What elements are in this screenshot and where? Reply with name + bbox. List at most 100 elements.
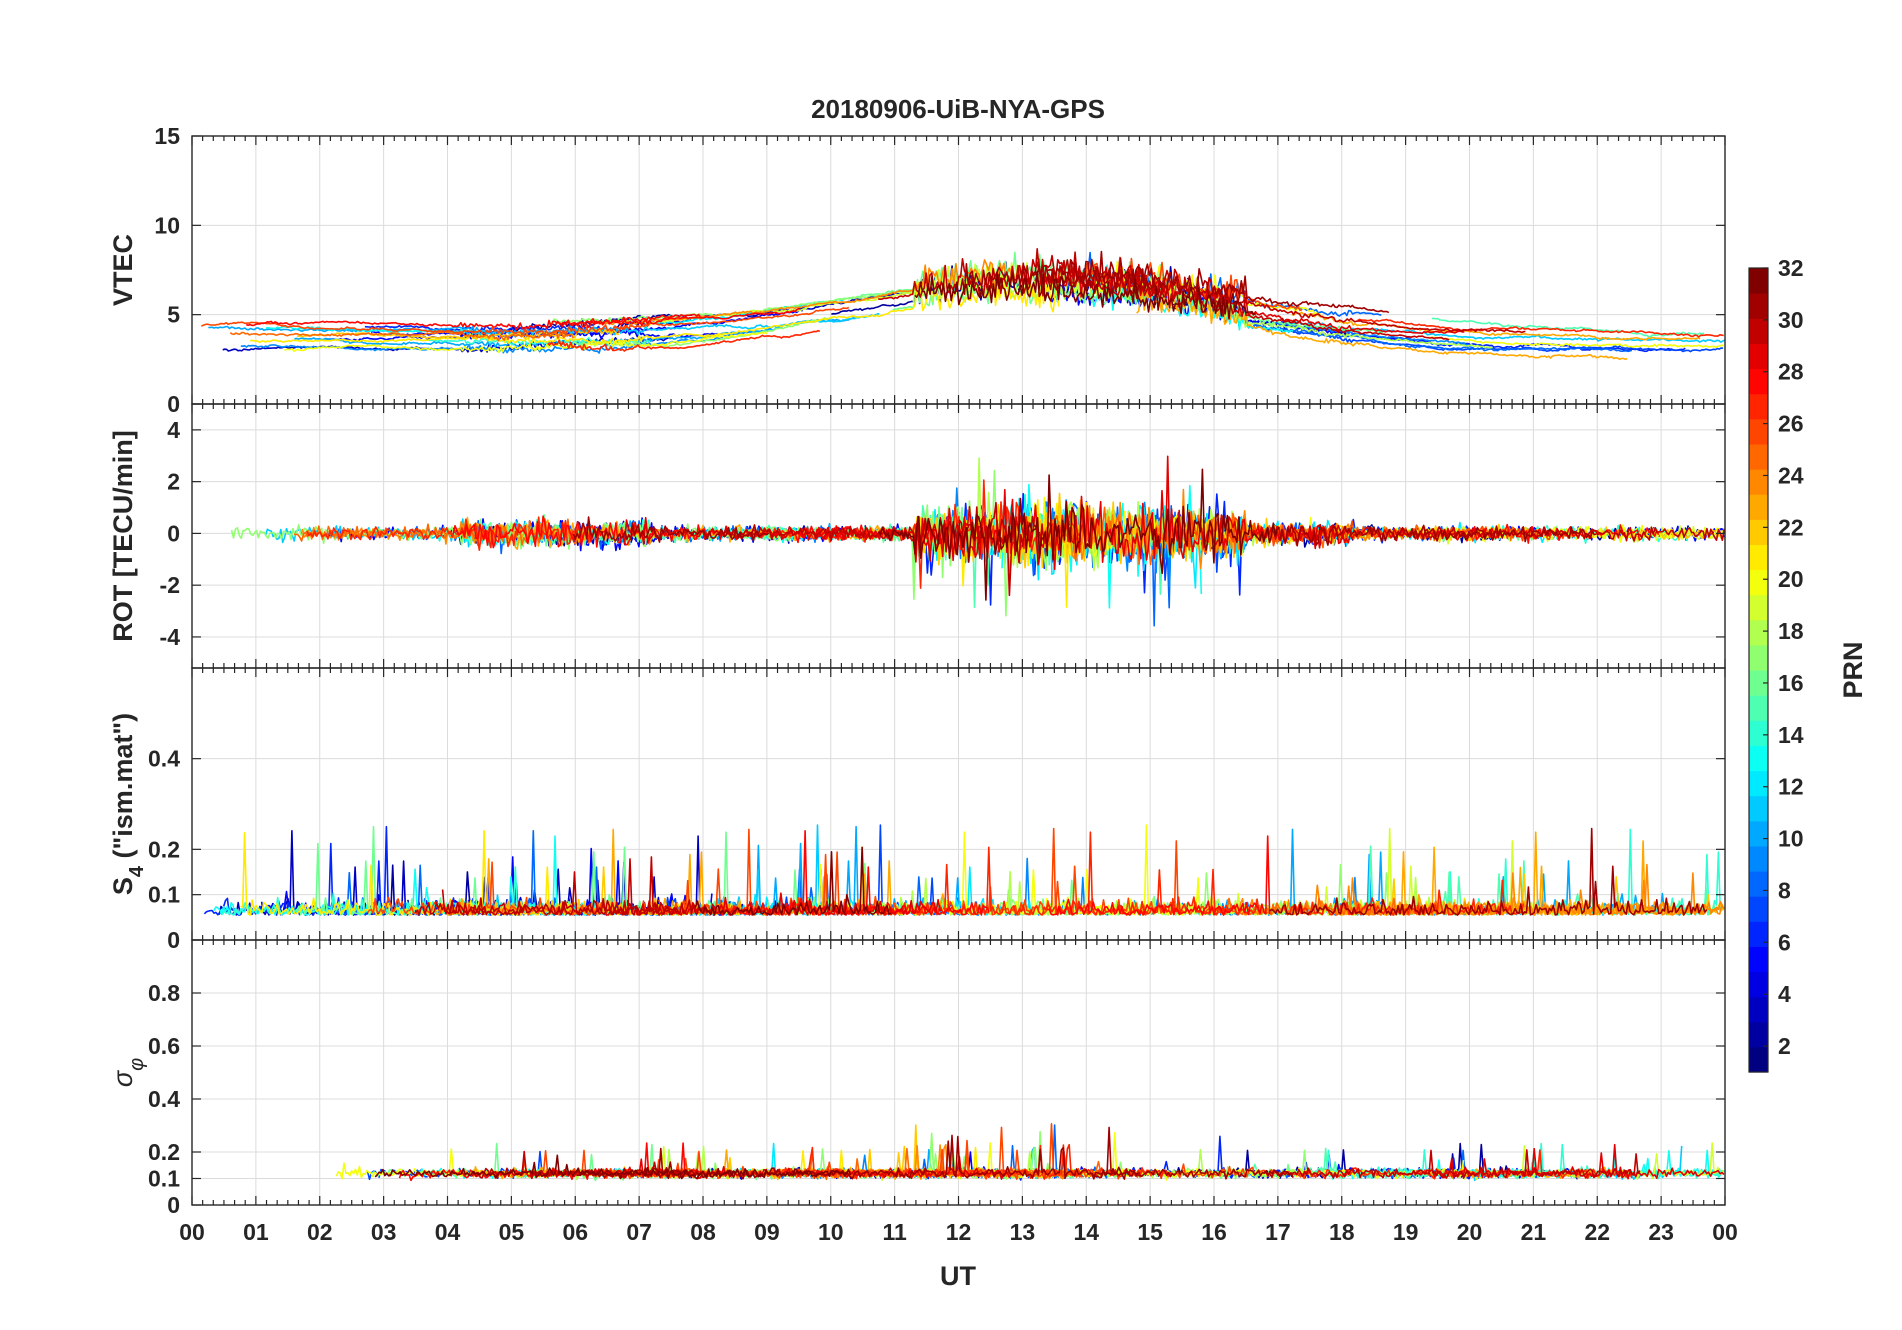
trace-prn-31 [572, 516, 770, 543]
trace-prn-28 [398, 1142, 711, 1182]
x-tick-label: 20 [1457, 1219, 1483, 1245]
colorbar-segment [1749, 820, 1768, 847]
trace-prn-29 [812, 455, 1353, 571]
trace-prn-28 [1047, 835, 1271, 916]
colorbar-segment [1749, 871, 1768, 897]
y-tick-label: 4 [167, 417, 180, 443]
colorbar-segment [1749, 1021, 1768, 1048]
trace-prn-24 [593, 259, 1015, 327]
trace-prn-32 [914, 270, 1257, 320]
y-axis-label: S4 ("ism.mat") [108, 713, 148, 895]
y-axis-label: VTEC [108, 234, 138, 306]
colorbar-tick-label: 28 [1778, 359, 1804, 385]
trace-prn-15 [1431, 317, 1705, 338]
colorbar-segment [1749, 393, 1768, 420]
x-tick-label: 07 [626, 1219, 652, 1245]
colorbar-tick-label: 6 [1778, 929, 1791, 955]
x-tick-label: 03 [371, 1219, 397, 1245]
y-tick-label: 0.2 [148, 1139, 180, 1165]
y-tick-label: 0.4 [148, 1086, 180, 1112]
y-axis-label: σφ [108, 1058, 148, 1087]
x-tick-label: 00 [1712, 1219, 1738, 1245]
traces-group [230, 455, 1725, 627]
colorbar-tick-label: 32 [1778, 255, 1804, 281]
trace-prn-30 [1263, 1149, 1641, 1179]
trace-prn-23 [1136, 287, 1628, 361]
colorbar-segment [1749, 368, 1768, 395]
y-tick-label: 0.4 [148, 746, 180, 772]
colorbar-tick-label: 30 [1778, 307, 1804, 333]
colorbar-segment [1749, 971, 1768, 998]
x-tick-label: 23 [1648, 1219, 1674, 1245]
colorbar-tick-label: 24 [1778, 462, 1804, 488]
colorbar-segment [1749, 293, 1768, 319]
x-tick-label: 00 [179, 1219, 205, 1245]
x-tick-label: 12 [946, 1219, 972, 1245]
colorbar-tick-label: 14 [1778, 722, 1804, 748]
colorbar-segment [1749, 670, 1768, 696]
trace-prn-27 [547, 329, 821, 352]
panel-2: -4 -2 0 2 4 ROT [TECU/min] [108, 403, 1726, 669]
trace-prn-23 [1291, 311, 1701, 341]
trace-prn-32 [694, 846, 892, 916]
y-tick-label: 0.1 [148, 1166, 180, 1192]
y-tick-label: -2 [160, 572, 180, 598]
x-tick-label: 09 [754, 1219, 780, 1245]
colorbar-tick-label: 26 [1778, 411, 1804, 437]
x-tick-label: 21 [1521, 1219, 1547, 1245]
traces-group [335, 1123, 1725, 1182]
colorbar-frame [1748, 267, 1769, 1073]
x-tick-label: 01 [243, 1219, 269, 1245]
y-tick-label: 0 [167, 927, 180, 953]
trace-prn-6 [364, 324, 605, 335]
trace-prn-30 [441, 856, 679, 916]
colorbar-segment [1749, 644, 1768, 671]
colorbar-segment [1749, 519, 1768, 545]
y-axis-label: ROT [TECU/min] [108, 430, 138, 641]
trace-prn-31 [959, 262, 1161, 300]
y-tick-label: -4 [160, 624, 181, 650]
y-tick-label: 0 [167, 391, 180, 417]
colorbar-segment [1749, 494, 1768, 520]
trace-prn-27 [306, 516, 599, 552]
colorbar-tick-label: 22 [1778, 514, 1804, 540]
colorbar-segment [1749, 268, 1768, 294]
y-tick-label: 10 [154, 212, 180, 238]
y-tick-label: 0.6 [148, 1033, 180, 1059]
trace-prn-32 [877, 468, 1280, 601]
colorbar-segment [1749, 418, 1768, 445]
colorbar-label: PRN [1838, 641, 1868, 698]
trace-prn-31 [1089, 1126, 1294, 1180]
trace-prn-31 [1279, 523, 1597, 547]
y-tick-label: 0.8 [148, 980, 180, 1006]
colorbar-segment [1749, 469, 1768, 495]
trace-prn-31 [1047, 250, 1390, 314]
x-tick-label: 05 [499, 1219, 525, 1245]
x-tick-label: 08 [690, 1219, 716, 1245]
trace-prn-31 [1269, 827, 1708, 916]
colorbar-segment [1749, 569, 1768, 596]
colorbar-segment [1749, 720, 1768, 746]
x-tick-label: 11 [882, 1219, 907, 1245]
panel-3: 0 0.1 0.2 0.4S4 ("ism.mat") [108, 667, 1726, 953]
panel-4: 00.10.2 0.4 0.6 0.8 σφ [108, 939, 1726, 1218]
colorbar-tick-label: 10 [1778, 826, 1804, 852]
colorbar-segment [1749, 896, 1768, 922]
x-tick-label: 22 [1584, 1219, 1610, 1245]
colorbar-tick-label: 18 [1778, 618, 1804, 644]
trace-prn-30 [1018, 251, 1526, 334]
trace-prn-30 [1394, 526, 1725, 542]
y-tick-label: 2 [167, 469, 180, 495]
y-tick-label: 0.2 [148, 836, 180, 862]
colorbar-tick-label: 4 [1778, 981, 1791, 1007]
colorbar-segment [1749, 996, 1768, 1023]
x-tick-label: 14 [1073, 1219, 1099, 1245]
colorbar-segment [1749, 795, 1768, 822]
y-tick-label: 0 [167, 1192, 180, 1218]
colorbar-segment [1749, 544, 1768, 571]
traces-group [203, 824, 1725, 916]
colorbar-tick-label: 8 [1778, 877, 1791, 903]
panel-1: 0 5 10 15 VTEC [108, 123, 1726, 417]
trace-prn-31 [576, 1134, 1140, 1180]
